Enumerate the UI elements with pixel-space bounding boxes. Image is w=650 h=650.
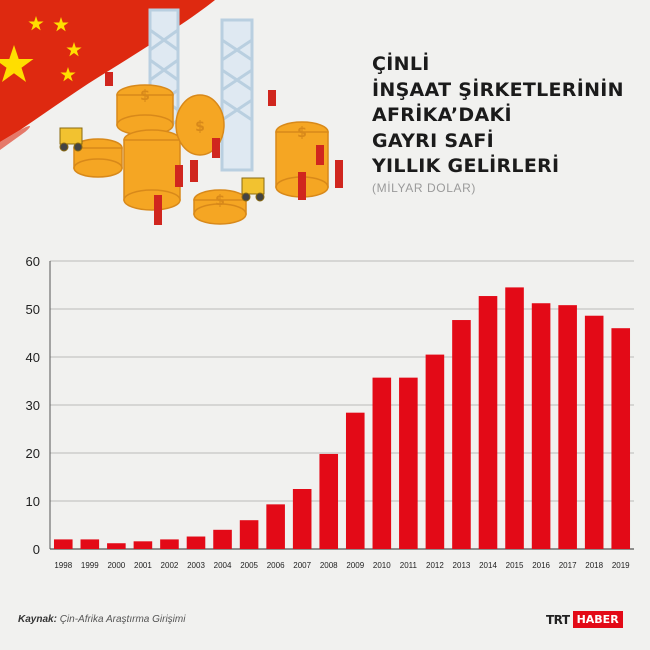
x-tick-label: 2019 <box>612 561 630 570</box>
crane-tower-right <box>220 18 254 172</box>
x-tick-label: 2017 <box>559 561 577 570</box>
y-tick-label: 50 <box>26 302 40 317</box>
x-tick-label: 2002 <box>161 561 179 570</box>
y-tick-label: 60 <box>26 254 40 269</box>
x-tick-label: 2005 <box>240 561 258 570</box>
svg-text:$: $ <box>195 119 205 135</box>
worker-figures <box>105 72 343 225</box>
coin-stacks <box>73 84 329 225</box>
bar <box>611 328 631 549</box>
y-tick-label: 30 <box>26 398 40 413</box>
title-line-3: AFRİKA’DAKİ <box>372 104 512 126</box>
bar <box>266 504 285 549</box>
source-text: Çin-Afrika Araştırma Girişimi <box>59 614 186 625</box>
bar <box>399 377 418 549</box>
title-line-5: YILLIK GELİRLERİ <box>372 155 560 177</box>
bar <box>186 536 206 549</box>
x-tick-label: 2001 <box>134 561 152 570</box>
x-tick-label: 2009 <box>346 561 364 570</box>
x-tick-label: 2004 <box>214 561 232 570</box>
logo-trt: TRT <box>546 612 570 627</box>
y-tick-label: 0 <box>33 542 40 557</box>
bar <box>319 453 339 549</box>
x-tick-label: 2007 <box>293 561 311 570</box>
source-label: Kaynak: <box>18 614 57 625</box>
bar-chart: 0 10 20 30 40 50 60 1998 1999 2000 2001 2002 2003 200… <box>26 254 634 570</box>
dollar-icons: $ $ $ $ <box>140 88 307 209</box>
bar <box>160 539 179 549</box>
x-tick-label: 2012 <box>426 561 444 570</box>
logo-haber: HABER <box>572 611 623 628</box>
bar <box>107 543 126 549</box>
bar <box>133 541 153 549</box>
x-tick-label: 2006 <box>267 561 285 570</box>
bar <box>478 296 498 549</box>
title-line-2: İNŞAAT ŞİRKETLERİNİN <box>372 78 624 101</box>
flag-small-star-icon <box>53 17 69 32</box>
x-tick-label: 1998 <box>54 561 72 570</box>
flag-big-star-icon <box>0 45 34 82</box>
bar <box>213 529 232 549</box>
x-tick-label: 2000 <box>107 561 125 570</box>
x-tick-label: 2013 <box>453 561 471 570</box>
x-tick-label: 2016 <box>532 561 550 570</box>
bar <box>345 412 365 549</box>
title-line-1: ÇİNLİ <box>372 53 430 75</box>
bar <box>372 377 392 549</box>
bar <box>584 315 604 549</box>
x-tick-label: 2018 <box>585 561 603 570</box>
bar <box>505 287 524 549</box>
x-tick-label: 1999 <box>81 561 99 570</box>
title-block: ÇİNLİ İNŞAAT ŞİRKETLERİNİN AFRİKA’DAKİ G… <box>372 52 642 195</box>
bar <box>292 489 312 549</box>
bar <box>53 539 73 549</box>
flag-small-star-icon <box>60 67 76 82</box>
bar <box>531 303 551 549</box>
y-tick-label: 40 <box>26 350 40 365</box>
svg-text:$: $ <box>140 88 150 104</box>
title-line-4: GAYRI SAFİ <box>372 129 494 152</box>
svg-text:$: $ <box>297 125 307 141</box>
bar <box>239 520 259 549</box>
subtitle: (MİLYAR DOLAR) <box>372 180 476 195</box>
flag-small-star-icon <box>66 42 82 57</box>
y-tick-label: 20 <box>26 446 40 461</box>
x-tick-label: 2010 <box>373 561 391 570</box>
x-tick-label: 2003 <box>187 561 205 570</box>
x-tick-label: 2014 <box>479 561 497 570</box>
forklift-icons <box>59 127 265 202</box>
trt-haber-logo: TRT HABER <box>546 611 623 628</box>
construction-coins-illustration: $ $ $ $ <box>59 8 343 225</box>
bar <box>452 320 471 549</box>
flag-small-star-icon <box>28 16 44 31</box>
x-tick-label: 2015 <box>506 561 524 570</box>
x-tick-label: 2011 <box>400 561 418 570</box>
x-tick-label: 2008 <box>320 561 338 570</box>
svg-text:$: $ <box>215 193 225 209</box>
bar <box>425 354 445 549</box>
y-tick-label: 10 <box>26 494 40 509</box>
source-note: Kaynak: Çin-Afrika Araştırma Girişimi <box>18 614 185 625</box>
bar <box>80 539 100 549</box>
bar <box>558 305 577 549</box>
